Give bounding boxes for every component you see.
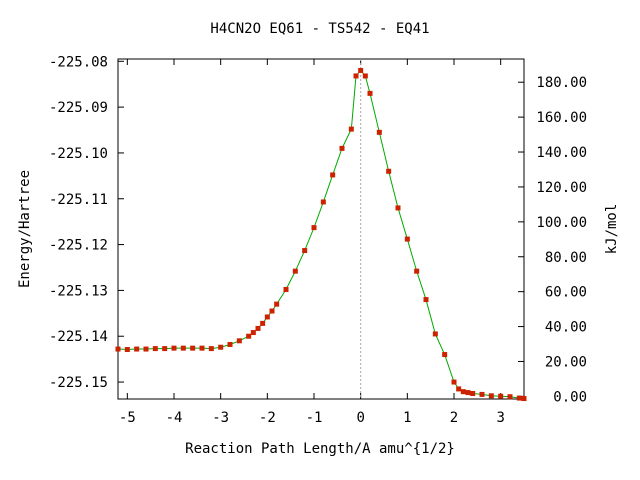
y-axis-label: Energy/Hartree [17, 170, 33, 288]
data-point [516, 395, 522, 401]
x-tick-label: -1 [306, 410, 323, 426]
data-point [208, 346, 214, 352]
data-point [292, 268, 298, 274]
data-point [283, 286, 289, 292]
y2-tick-label: 80.00 [545, 250, 587, 266]
data-point [260, 320, 266, 326]
data-point [134, 346, 140, 352]
y-tick-label: -225.09 [49, 100, 108, 116]
data-point [320, 199, 326, 205]
x-tick-label: -2 [259, 410, 276, 426]
data-point [460, 389, 466, 395]
y-tick-label: -225.13 [49, 283, 108, 299]
data-point [470, 391, 476, 396]
x-tick-label: 0 [356, 410, 364, 426]
energy-curve-line [117, 69, 525, 400]
y-tick-label: -225.15 [49, 375, 108, 391]
data-point [274, 301, 280, 307]
data-point [246, 333, 252, 339]
x-tick-label: -3 [212, 410, 229, 426]
y2-axis-ticks: 0.00 20.00 40.00 60.00 80.00 100.00 120.00 140.… [518, 75, 587, 405]
y2-tick-label: 160.00 [536, 110, 587, 126]
x-axis-ticks: -5 -4 -3 -2 -1 0 1 2 3 [119, 59, 505, 426]
data-point [227, 341, 233, 347]
data-point [162, 346, 168, 352]
x-tick-label: 1 [403, 410, 411, 426]
x-tick-label: -5 [119, 410, 136, 426]
x-axis-label: Reaction Path Length/A amu^{1/2} [185, 441, 455, 457]
data-point [339, 145, 345, 151]
y2-tick-label: 120.00 [536, 180, 587, 196]
data-point [171, 345, 177, 351]
data-point [264, 314, 270, 320]
data-point [218, 344, 224, 350]
x-tick-label: -4 [166, 410, 183, 426]
data-point [152, 346, 158, 352]
data-point [348, 126, 354, 132]
data-point [367, 90, 373, 96]
y2-tick-label: 100.00 [536, 215, 587, 231]
data-point [376, 129, 382, 135]
data-point [479, 391, 485, 397]
y-tick-label: -225.11 [49, 192, 108, 208]
data-point [269, 308, 275, 314]
y2-tick-label: 0.00 [553, 389, 587, 405]
data-point [353, 73, 359, 79]
data-point [236, 338, 242, 344]
data-point [465, 390, 471, 396]
y-axis-ticks: -225.08 -225.09 -225.10 -225.11 -225.12 -225.… [49, 54, 124, 391]
data-point [250, 330, 256, 336]
energy-curve-points [115, 67, 527, 402]
data-point [199, 345, 205, 351]
data-point [115, 346, 121, 352]
data-point [302, 248, 308, 254]
data-point [330, 172, 336, 178]
data-point [143, 346, 149, 352]
data-point [180, 345, 186, 351]
y2-tick-label: 140.00 [536, 145, 587, 161]
y-tick-label: -225.14 [49, 329, 108, 345]
data-point [362, 73, 368, 79]
x-tick-label: 3 [496, 410, 504, 426]
plot-frame [117, 58, 525, 400]
y-tick-label: -225.12 [49, 238, 108, 254]
data-point [432, 331, 438, 337]
data-point [498, 393, 504, 399]
data-point [414, 268, 420, 274]
chart-title: H4CN2O EQ61 - TS542 - EQ41 [210, 21, 429, 37]
data-point [311, 225, 317, 231]
data-point [507, 394, 513, 400]
data-point [521, 396, 527, 402]
data-point [456, 386, 462, 392]
y2-tick-label: 20.00 [545, 354, 587, 370]
y2-axis-label: kJ/mol [604, 204, 620, 255]
data-point [451, 379, 457, 385]
data-point [255, 325, 261, 331]
data-point [386, 168, 392, 174]
data-point [358, 67, 364, 73]
y2-tick-label: 40.00 [545, 320, 587, 336]
data-point [404, 236, 410, 242]
y2-tick-label: 60.00 [545, 285, 587, 301]
data-point [488, 393, 494, 399]
y2-tick-label: 180.00 [536, 75, 587, 91]
data-point [124, 347, 130, 353]
data-point [442, 352, 448, 358]
y-tick-label: -225.08 [49, 54, 108, 70]
data-point [395, 205, 401, 211]
data-point [190, 345, 196, 351]
x-tick-label: 2 [450, 410, 458, 426]
y-tick-label: -225.10 [49, 146, 108, 162]
data-point [423, 297, 429, 303]
